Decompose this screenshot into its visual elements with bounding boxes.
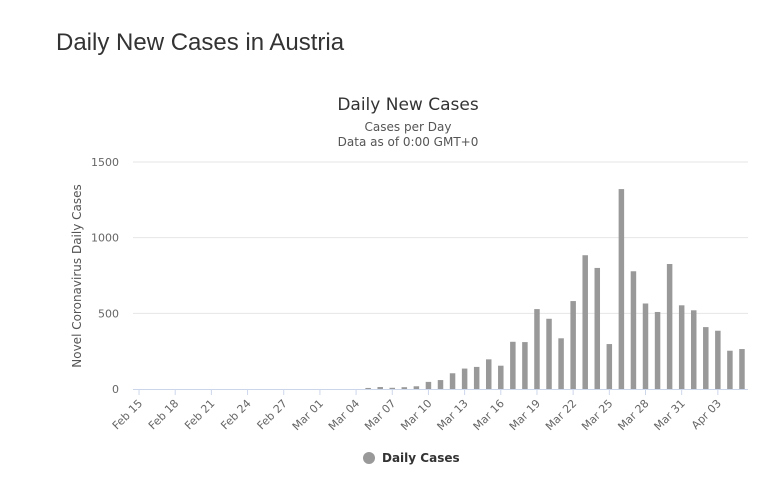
x-tick-label: Mar 28 — [615, 397, 651, 433]
bar[interactable] — [437, 380, 444, 389]
bar[interactable] — [727, 350, 733, 389]
bars — [365, 189, 745, 389]
x-tick-label: Mar 31 — [652, 397, 688, 433]
bar[interactable] — [473, 366, 480, 389]
chart-subtitle-data-date: Data as of 0:00 GMT+0 — [338, 135, 479, 149]
x-tick-label: Feb 27 — [255, 397, 290, 432]
bar[interactable] — [534, 309, 540, 389]
bar[interactable] — [715, 330, 721, 389]
x-tick-label: Feb 15 — [110, 397, 145, 432]
y-axis-ticks: 0 500 1000 1500 — [91, 156, 119, 396]
bar[interactable] — [401, 387, 408, 389]
bar[interactable] — [522, 342, 528, 389]
y-tick-label: 500 — [98, 307, 119, 320]
legend-marker-icon[interactable] — [363, 452, 375, 464]
bar[interactable] — [546, 318, 552, 389]
bar[interactable] — [570, 301, 576, 389]
bar[interactable] — [678, 305, 685, 389]
x-tick-label: Feb 24 — [218, 397, 253, 432]
x-tick-label: Mar 13 — [434, 397, 470, 433]
x-tick-label: Mar 22 — [543, 397, 579, 433]
x-tick-label: Mar 16 — [471, 397, 507, 433]
bar[interactable] — [582, 255, 588, 389]
bar[interactable] — [510, 341, 516, 389]
bar[interactable] — [461, 368, 468, 389]
bar[interactable] — [703, 327, 709, 389]
bar[interactable] — [449, 373, 456, 389]
chart-subtitle: Cases per Day — [365, 120, 452, 134]
bar[interactable] — [413, 386, 420, 389]
bar[interactable] — [666, 263, 673, 389]
x-tick-label: Mar 04 — [326, 397, 362, 433]
x-tick-label: Mar 07 — [362, 397, 398, 433]
bar[interactable] — [739, 349, 745, 389]
x-axis-ticks: Feb 15 Feb 18 Feb 21 Feb 24 Feb 27 Mar 01 Mar … — [110, 389, 724, 433]
x-tick-label: Feb 18 — [146, 397, 181, 432]
bar[interactable] — [642, 303, 649, 389]
y-axis-title: Novel Coronavirus Daily Cases — [70, 184, 84, 367]
bar[interactable] — [618, 189, 625, 389]
x-tick-label: Mar 10 — [398, 397, 434, 433]
x-tick-label: Mar 19 — [507, 397, 543, 433]
grid-lines — [133, 161, 748, 314]
x-tick-label: Feb 21 — [182, 397, 217, 432]
bar[interactable] — [630, 271, 637, 389]
x-tick-label: Mar 25 — [579, 397, 615, 433]
legend-label[interactable]: Daily Cases — [382, 451, 460, 465]
bar[interactable] — [485, 359, 492, 389]
page-heading: Daily New Cases in Austria — [56, 29, 345, 56]
y-tick-label: 1000 — [91, 232, 119, 245]
y-tick-label: 1500 — [91, 156, 119, 169]
legend[interactable]: Daily Cases — [363, 451, 460, 465]
bar[interactable] — [654, 311, 661, 389]
bar[interactable] — [377, 387, 383, 389]
bar[interactable] — [389, 387, 396, 389]
bar[interactable] — [594, 267, 601, 389]
bar[interactable] — [690, 310, 697, 389]
bar[interactable] — [606, 344, 613, 389]
chart-title: Daily New Cases — [337, 95, 479, 115]
bar[interactable] — [425, 381, 432, 389]
bar[interactable] — [365, 387, 371, 389]
x-tick-label: Mar 01 — [290, 397, 326, 433]
bar[interactable] — [498, 365, 504, 389]
x-tick-label: Apr 03 — [689, 397, 724, 432]
y-tick-label: 0 — [112, 383, 119, 396]
bar[interactable] — [558, 338, 564, 389]
